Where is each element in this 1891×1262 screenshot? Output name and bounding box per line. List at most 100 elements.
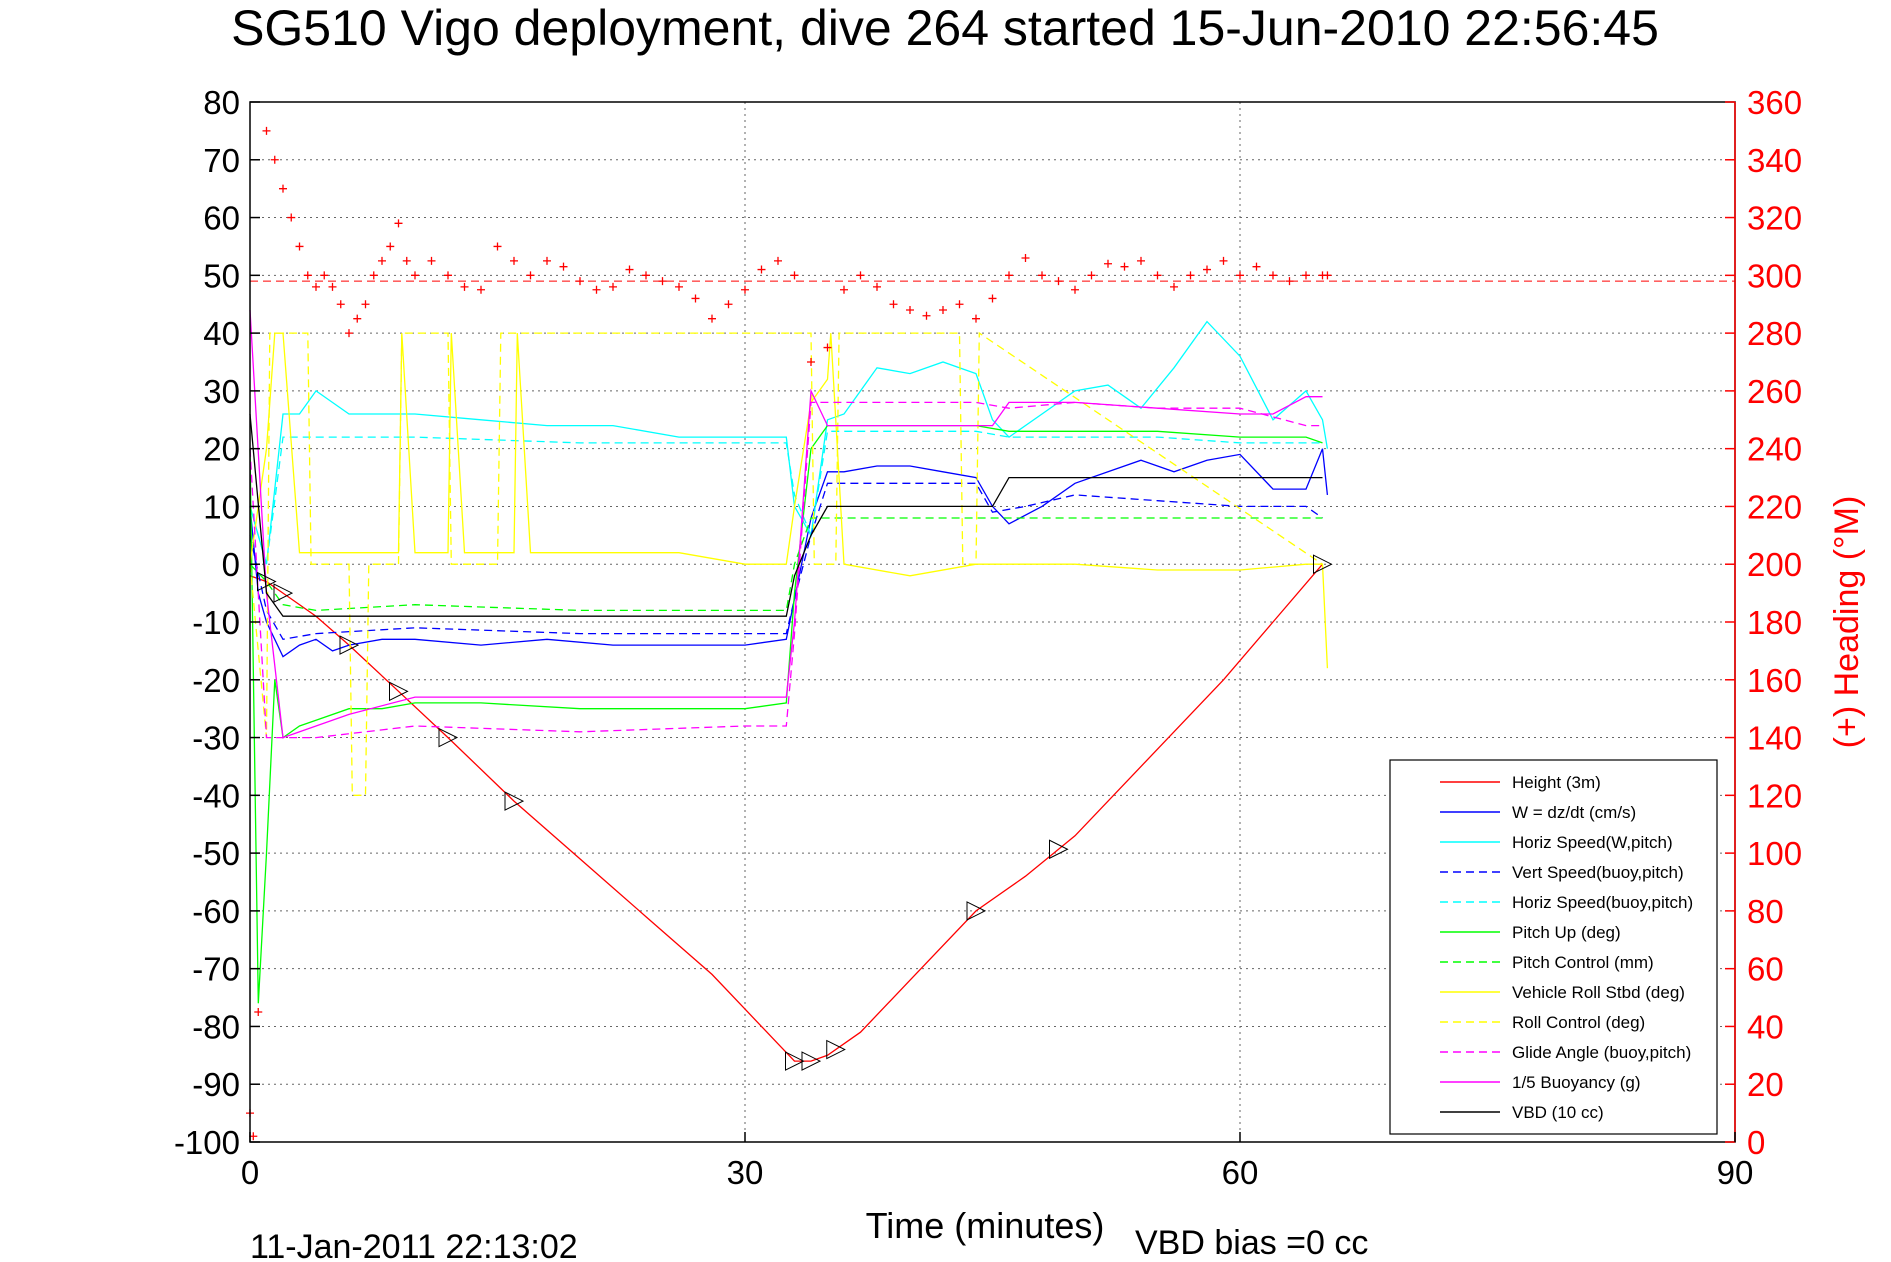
heading-point [559, 262, 568, 271]
heading-point [386, 242, 395, 251]
dive-marker [785, 1051, 805, 1071]
heading-point [353, 314, 362, 323]
heading-point [1005, 271, 1013, 280]
legend-label: Pitch Control (mm) [1512, 953, 1654, 972]
right-tick-label: 360 [1747, 84, 1802, 121]
heading-series [246, 126, 1332, 1141]
right-tick-label: 160 [1747, 662, 1802, 699]
left-y-axis: 80 70 60 50 40 30 20 10 0 -10 -20 -30 -40 -50 -60 -70 -8… [174, 84, 260, 1161]
footer-timestamp: 11-Jan-2011 22:13:02 [250, 1228, 578, 1262]
heading-point [361, 300, 370, 309]
x-tick-label: 30 [727, 1154, 764, 1191]
heading-point [823, 343, 832, 352]
heading-point [1087, 271, 1096, 280]
left-tick-label: 20 [203, 431, 240, 468]
right-tick-label: 140 [1747, 720, 1802, 757]
heading-point [1104, 259, 1112, 268]
series-line-7 [249, 332, 1329, 669]
right-tick-label: 20 [1747, 1066, 1784, 1103]
legend-box [1389, 759, 1718, 1135]
heading-point [543, 256, 551, 265]
heading-point [609, 282, 617, 291]
series-line-6 [249, 517, 1323, 612]
dive-marker [504, 791, 525, 811]
heading-point [411, 271, 419, 280]
heading-point [856, 271, 865, 280]
dive-marker [1049, 839, 1069, 860]
heading-point [526, 271, 535, 280]
heading-point [427, 256, 436, 265]
right-tick-label: 120 [1747, 777, 1802, 814]
legend-label: Vehicle Roll Stbd (deg) [1512, 983, 1685, 1002]
heading-point [444, 271, 452, 280]
right-tick-label: 220 [1747, 488, 1802, 525]
heading-point [1269, 271, 1277, 280]
chart-title: SG510 Vigo deployment, dive 264 started … [231, 0, 1659, 56]
left-tick-label: -10 [192, 604, 240, 641]
left-tick-label: -90 [192, 1066, 240, 1103]
left-tick-label: 10 [203, 488, 240, 525]
heading-point [873, 282, 881, 291]
heading-point [889, 300, 898, 309]
heading-point [378, 256, 386, 265]
heading-point [369, 271, 378, 280]
heading-point [757, 265, 766, 274]
legend-label: Height (3m) [1512, 773, 1601, 792]
x-tick-label: 0 [241, 1154, 259, 1191]
heading-point [1323, 271, 1332, 280]
dive-marker [966, 901, 987, 921]
legend: Height (3m) W = dz/dt (cm/s) Horiz Speed(W… [1389, 759, 1718, 1135]
dive-marker [438, 727, 459, 748]
heading-point [1021, 254, 1030, 262]
dive-marker [1313, 554, 1333, 575]
right-tick-label: 340 [1747, 142, 1802, 179]
left-tick-label: -100 [174, 1124, 240, 1161]
heading-point [1186, 271, 1195, 280]
dive-marker [389, 681, 409, 702]
right-tick-label: 300 [1747, 257, 1802, 294]
footer-vbd-bias: VBD bias =0 cc [1135, 1224, 1368, 1262]
heading-point [1219, 256, 1228, 265]
data-series [249, 309, 1333, 1071]
legend-label: W = dz/dt (cm/s) [1512, 803, 1636, 822]
heading-point [807, 358, 815, 366]
heading-point [402, 256, 411, 265]
heading-point [741, 285, 749, 294]
left-tick-label: -60 [192, 893, 240, 930]
heading-point [1137, 256, 1145, 265]
heading-point [345, 329, 353, 338]
heading-point [939, 306, 947, 314]
heading-point [295, 242, 304, 251]
heading-point [287, 213, 296, 222]
heading-point [1038, 271, 1046, 280]
right-tick-label: 80 [1747, 893, 1784, 930]
heading-point [477, 285, 485, 294]
left-tick-label: 50 [203, 257, 240, 294]
x-axis: 0 30 60 90 [241, 1132, 1754, 1191]
heading-point [460, 282, 469, 291]
heading-point [312, 282, 320, 291]
heading-point [625, 265, 634, 274]
heading-point [1285, 277, 1294, 286]
series-line-11 [249, 413, 1323, 617]
heading-point [642, 271, 650, 280]
legend-label: Vert Speed(buoy,pitch) [1512, 863, 1684, 882]
heading-point [774, 256, 782, 265]
heading-point [1071, 285, 1079, 294]
left-tick-label: -30 [192, 720, 240, 757]
heading-point [675, 282, 683, 291]
heading-point [1170, 282, 1178, 291]
left-tick-label: 0 [222, 546, 240, 583]
x-tick-label: 90 [1717, 1154, 1754, 1191]
heading-point [658, 277, 667, 286]
series-line-10 [249, 309, 1323, 739]
left-tick-label: 60 [203, 200, 240, 237]
heading-point [592, 285, 601, 294]
heading-point [394, 219, 403, 228]
heading-point [724, 300, 733, 309]
series-line-3 [249, 482, 1323, 641]
heading-point [790, 271, 799, 280]
heading-point [955, 300, 964, 309]
heading-point [972, 314, 980, 323]
